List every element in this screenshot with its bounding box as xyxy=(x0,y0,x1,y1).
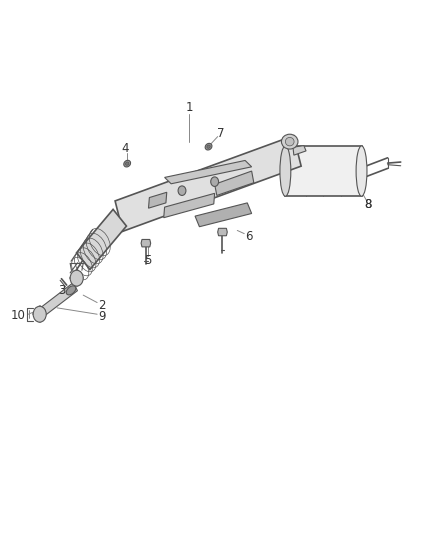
Polygon shape xyxy=(165,160,252,184)
Ellipse shape xyxy=(207,145,210,148)
Ellipse shape xyxy=(33,306,46,322)
Ellipse shape xyxy=(125,162,129,165)
Polygon shape xyxy=(286,146,361,196)
Ellipse shape xyxy=(66,286,76,295)
Text: 5: 5 xyxy=(144,254,151,266)
Ellipse shape xyxy=(178,186,186,196)
Text: 8: 8 xyxy=(364,198,372,211)
Ellipse shape xyxy=(70,270,83,286)
Text: 10: 10 xyxy=(11,309,25,322)
Text: 8: 8 xyxy=(364,198,372,212)
Text: 9: 9 xyxy=(99,310,106,324)
Text: 2: 2 xyxy=(99,298,106,312)
Polygon shape xyxy=(293,146,306,155)
Text: 3: 3 xyxy=(59,285,66,297)
Ellipse shape xyxy=(356,146,367,196)
Ellipse shape xyxy=(286,138,294,146)
Text: 7: 7 xyxy=(217,127,225,140)
Text: 1: 1 xyxy=(186,101,193,114)
Polygon shape xyxy=(115,136,301,231)
Text: 4: 4 xyxy=(122,142,129,155)
Polygon shape xyxy=(164,193,215,217)
Text: 6: 6 xyxy=(245,230,252,243)
Ellipse shape xyxy=(205,143,212,150)
Polygon shape xyxy=(148,192,167,208)
Polygon shape xyxy=(141,239,151,247)
Polygon shape xyxy=(39,282,78,317)
Ellipse shape xyxy=(282,134,298,149)
Polygon shape xyxy=(215,171,254,196)
Ellipse shape xyxy=(211,177,219,187)
Polygon shape xyxy=(77,209,127,270)
Ellipse shape xyxy=(124,160,131,167)
Polygon shape xyxy=(195,203,252,227)
Polygon shape xyxy=(218,228,227,236)
Ellipse shape xyxy=(280,146,291,196)
